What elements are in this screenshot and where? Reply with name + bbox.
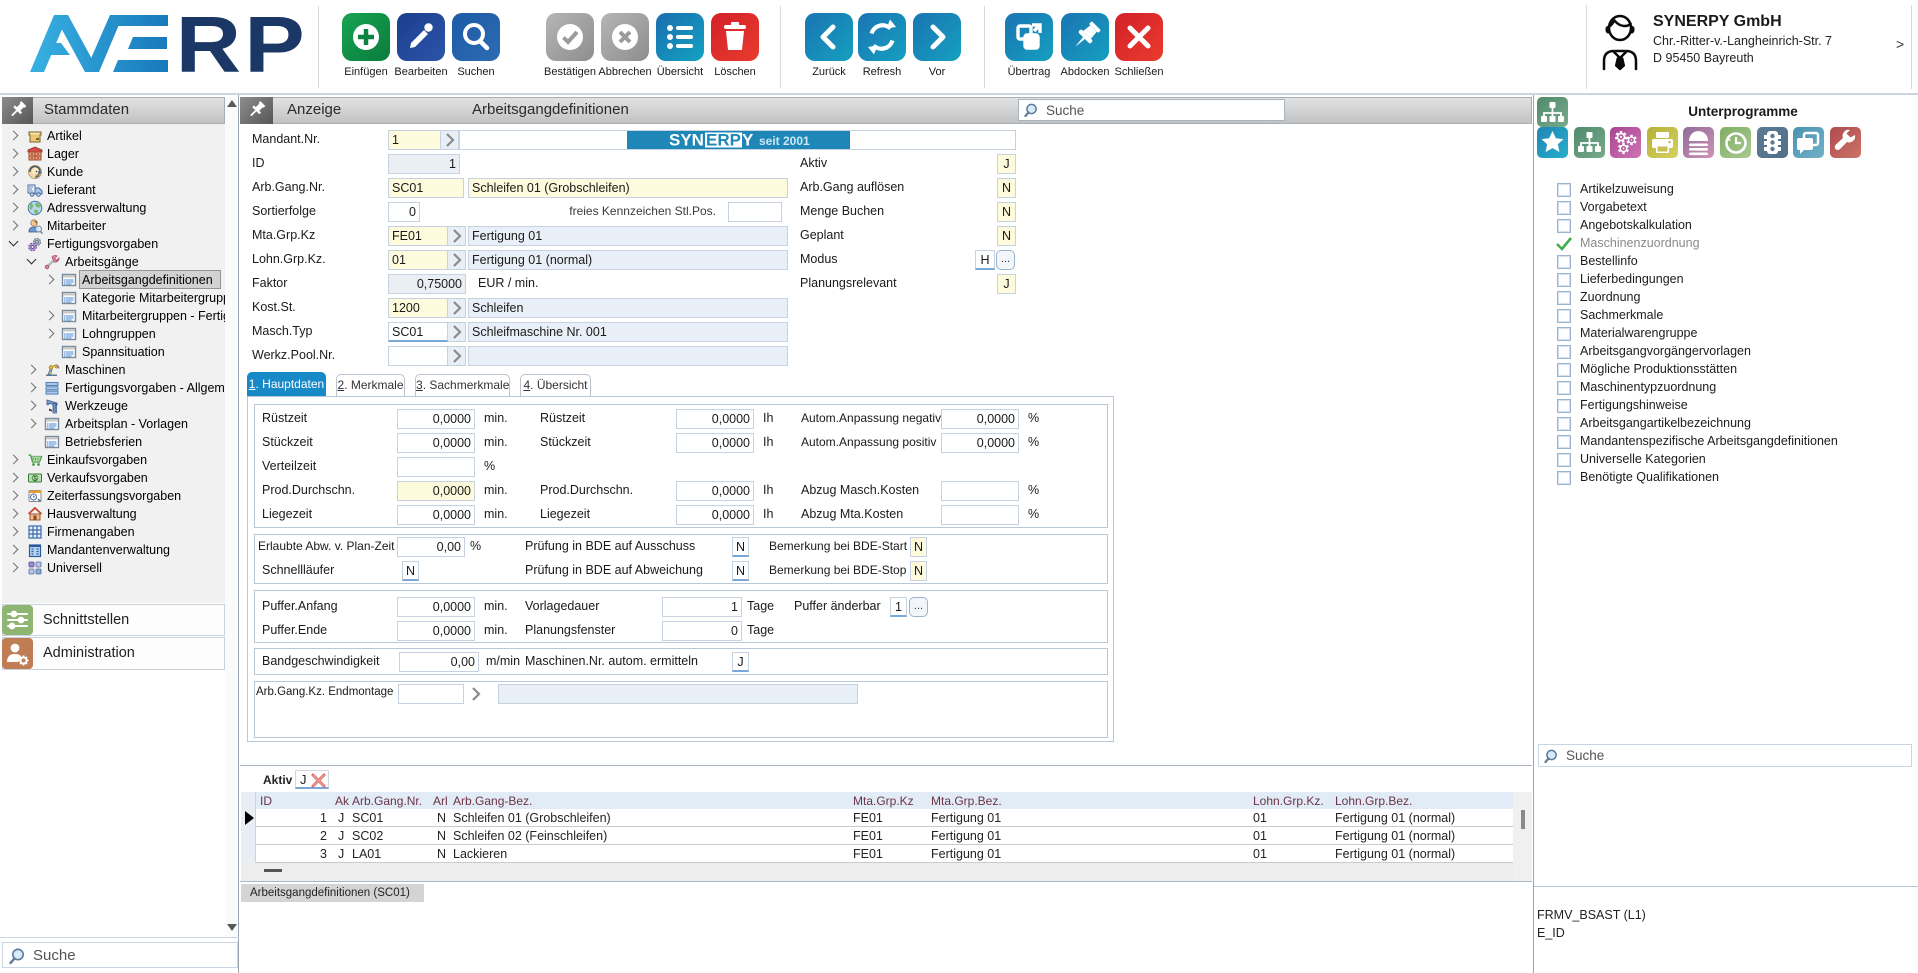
svg-text:SYN: SYN: [669, 131, 704, 149]
svg-text:ERP: ERP: [706, 131, 741, 149]
svg-text:Y: Y: [742, 131, 754, 149]
svg-text:seit 2001: seit 2001: [759, 134, 810, 148]
svg-text:$: $: [33, 475, 37, 482]
svg-text:RP: RP: [176, 10, 308, 76]
